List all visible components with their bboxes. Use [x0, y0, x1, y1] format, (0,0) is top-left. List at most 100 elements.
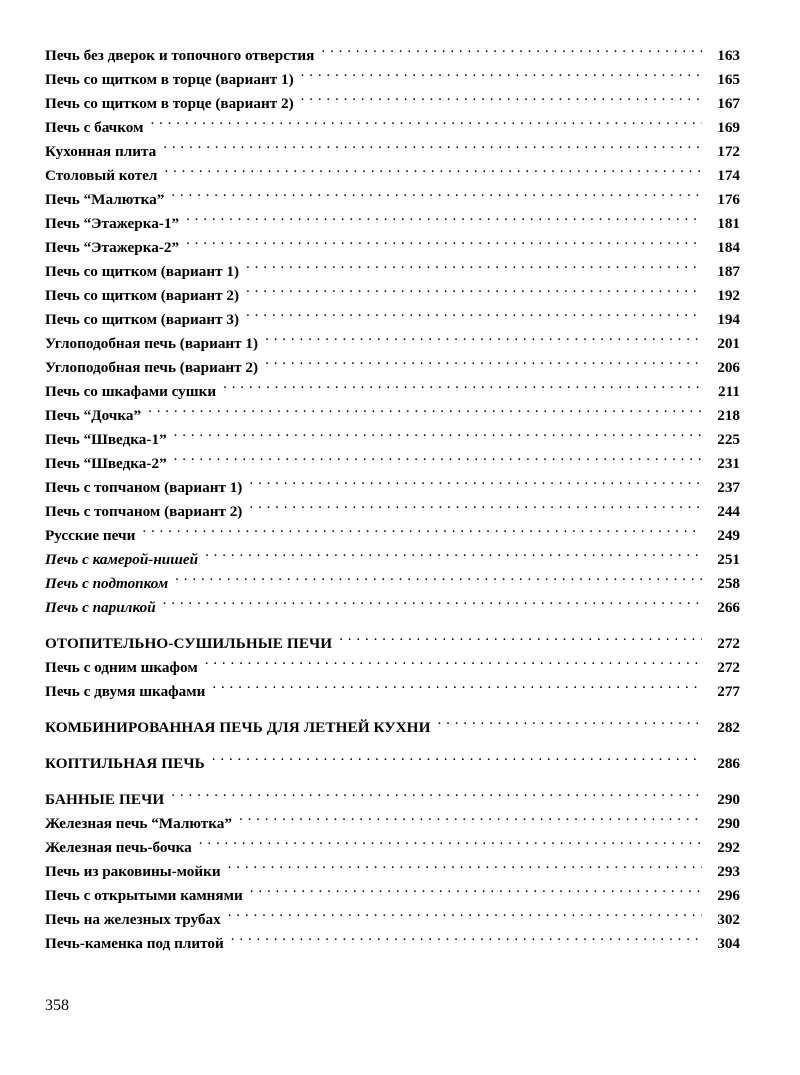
toc-entry-title: Печь со щитком (вариант 2) — [45, 287, 240, 304]
dot-leader — [212, 753, 702, 768]
toc-entry-page-number: 290 — [717, 791, 740, 808]
toc-entry-page-number: 244 — [717, 503, 740, 520]
dot-leader — [246, 309, 702, 324]
dot-leader — [186, 213, 702, 228]
toc-entry[interactable]: Печь с открытыми камнями 296 — [45, 884, 740, 908]
toc-entry[interactable]: Печь с двумя шкафами 277 — [45, 680, 740, 704]
toc-entry[interactable]: Печь с парилкой 266 — [45, 596, 740, 620]
dot-leader — [231, 933, 702, 948]
toc-entry-page-number: 194 — [717, 311, 740, 328]
toc-entry-page-number: 165 — [717, 71, 740, 88]
toc-entry-page-number: 290 — [717, 815, 740, 832]
toc-entry-page-number: 277 — [717, 683, 740, 700]
toc-entry-page-number: 174 — [717, 167, 740, 184]
toc-entry[interactable]: Печь “Шведка-1” 225 — [45, 428, 740, 452]
toc-section-heading[interactable]: КОМБИНИРОВАННАЯ ПЕЧЬ ДЛЯ ЛЕТНЕЙ КУХНИ 282 — [45, 716, 740, 740]
toc-entry[interactable]: Печь со щитком (вариант 2) 192 — [45, 284, 740, 308]
dot-leader — [205, 549, 702, 564]
toc-entry-title: ОТОПИТЕЛЬНО-СУШИЛЬНЫЕ ПЕЧИ — [45, 635, 333, 652]
dot-leader — [228, 861, 702, 876]
toc-entry[interactable]: Печь “Этажерка-1” 181 — [45, 212, 740, 236]
toc-entry-title: Печь с двумя шкафами — [45, 683, 206, 700]
dot-leader — [148, 405, 702, 420]
toc-section-heading[interactable]: ОТОПИТЕЛЬНО-СУШИЛЬНЫЕ ПЕЧИ 272 — [45, 632, 740, 656]
toc-entry-page-number: 302 — [717, 911, 740, 928]
toc-entry[interactable]: Печь с одним шкафом 272 — [45, 656, 740, 680]
toc-entry[interactable]: Печь со щитком (вариант 3) 194 — [45, 308, 740, 332]
toc-entry-title: Печь со щитком в торце (вариант 2) — [45, 95, 294, 112]
toc-entry[interactable]: Печь на железных трубах 302 — [45, 908, 740, 932]
toc-entry-page-number: 225 — [717, 431, 740, 448]
toc-section-heading[interactable]: БАННЫЕ ПЕЧИ 290 — [45, 788, 740, 812]
toc-entry-title: Печь с одним шкафом — [45, 659, 198, 676]
toc-entry-title: Печь из раковины-мойки — [45, 863, 221, 880]
toc-entry-title: Печь “Этажерка-1” — [45, 215, 180, 232]
toc-entry-page-number: 172 — [717, 143, 740, 160]
toc-entry-title: Столовый котел — [45, 167, 158, 184]
toc-entry[interactable]: Железная печь-бочка 292 — [45, 836, 740, 860]
dot-leader — [186, 237, 702, 252]
toc-entry[interactable]: Углоподобная печь (вариант 2) 206 — [45, 356, 740, 380]
toc-entry-title: КОПТИЛЬНАЯ ПЕЧЬ — [45, 755, 205, 772]
dot-leader — [223, 381, 702, 396]
toc-entry-title: Печь с бачком — [45, 119, 144, 136]
toc-entry-title: Печь “Малютка” — [45, 191, 165, 208]
toc-entry[interactable]: Печь с топчаном (вариант 1) 237 — [45, 476, 740, 500]
toc-entry-page-number: 176 — [717, 191, 740, 208]
toc-entry[interactable]: Углоподобная печь (вариант 1) 201 — [45, 332, 740, 356]
toc-entry-title: Печь с открытыми камнями — [45, 887, 243, 904]
toc-section-heading[interactable]: КОПТИЛЬНАЯ ПЕЧЬ 286 — [45, 752, 740, 776]
dot-leader — [239, 813, 702, 828]
dot-leader — [175, 573, 702, 588]
toc-entry[interactable]: Печь “Шведка-2” 231 — [45, 452, 740, 476]
dot-leader — [228, 909, 702, 924]
toc-entry-page-number: 258 — [717, 575, 740, 592]
toc-entry[interactable]: Печь “Этажерка-2” 184 — [45, 236, 740, 260]
toc-entry-title: БАННЫЕ ПЕЧИ — [45, 791, 165, 808]
dot-leader — [321, 45, 702, 60]
toc-entry-list: Печь без дверок и топочного отверстия 163… — [45, 44, 740, 956]
toc-entry-title: Печь со шкафами сушки — [45, 383, 217, 400]
toc-entry[interactable]: Печь со щитком в торце (вариант 2) 167 — [45, 92, 740, 116]
toc-entry[interactable]: Печь без дверок и топочного отверстия 163 — [45, 44, 740, 68]
toc-entry[interactable]: Печь из раковины-мойки 293 — [45, 860, 740, 884]
dot-leader — [142, 525, 702, 540]
toc-entry[interactable]: Печь с подтопком 258 — [45, 572, 740, 596]
toc-entry[interactable]: Печь со шкафами сушки 211 — [45, 380, 740, 404]
dot-leader — [249, 501, 702, 516]
toc-entry[interactable]: Печь с бачком 169 — [45, 116, 740, 140]
toc-entry-title: Печь-каменка под плитой — [45, 935, 224, 952]
toc-entry-title: Печь со щитком (вариант 3) — [45, 311, 240, 328]
toc-entry[interactable]: Столовый котел 174 — [45, 164, 740, 188]
toc-entry[interactable]: Печь со щитком в торце (вариант 1) 165 — [45, 68, 740, 92]
dot-leader — [249, 477, 702, 492]
toc-entry[interactable]: Русские печи 249 — [45, 524, 740, 548]
toc-entry[interactable]: Печь-каменка под плитой 304 — [45, 932, 740, 956]
dot-leader — [246, 261, 702, 276]
toc-entry-page-number: 296 — [717, 887, 740, 904]
toc-entry-page-number: 249 — [717, 527, 740, 544]
toc-entry[interactable]: Кухонная плита 172 — [45, 140, 740, 164]
toc-entry[interactable]: Железная печь “Малютка” 290 — [45, 812, 740, 836]
toc-entry-title: Русские печи — [45, 527, 136, 544]
dot-leader — [301, 69, 702, 84]
dot-leader — [150, 117, 702, 132]
toc-entry-page-number: 272 — [717, 659, 740, 676]
toc-entry[interactable]: Печь “Дочка” 218 — [45, 404, 740, 428]
toc-entry[interactable]: Печь со щитком (вариант 1) 187 — [45, 260, 740, 284]
toc-entry[interactable]: Печь с камерой-нишей 251 — [45, 548, 740, 572]
page-folio-number: 358 — [45, 997, 69, 1014]
toc-entry[interactable]: Печь с топчаном (вариант 2) 244 — [45, 500, 740, 524]
dot-leader — [174, 453, 702, 468]
dot-leader — [246, 285, 702, 300]
toc-entry-title: Кухонная плита — [45, 143, 157, 160]
toc-entry[interactable]: Печь “Малютка” 176 — [45, 188, 740, 212]
toc-entry-title: Печь с топчаном (вариант 2) — [45, 503, 243, 520]
dot-leader — [265, 333, 702, 348]
dot-leader — [163, 141, 702, 156]
toc-entry-title: Печь “Шведка-1” — [45, 431, 167, 448]
toc-entry-page-number: 201 — [717, 335, 740, 352]
toc-entry-title: Печь с подтопком — [45, 575, 169, 592]
toc-entry-page-number: 192 — [717, 287, 740, 304]
